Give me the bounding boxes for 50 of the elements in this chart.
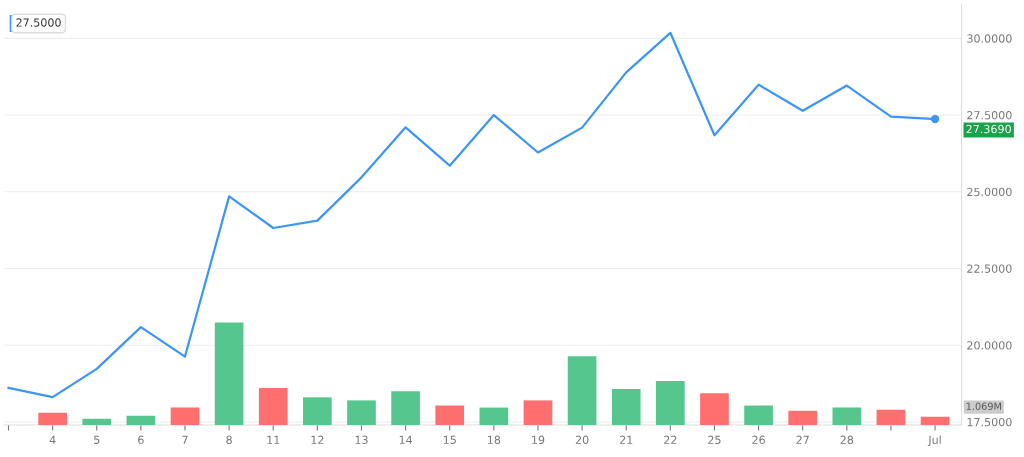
bar [832,407,862,426]
x-tick-label: 12 [311,435,324,444]
x-tick-label: 6 [138,435,144,445]
y-tick-label: 25.0000 [967,187,1012,197]
bar [611,389,641,426]
y-tick-label: 22.5000 [967,264,1012,273]
bar [126,415,156,426]
bar [258,388,288,426]
text: 1.069M [966,402,1001,410]
x-tick-label: 14 [399,435,413,444]
annotation: 27.3690 [966,124,1011,134]
x-tick-label: Jul [927,435,941,447]
x-tick-label: 27 [796,435,809,444]
x-tick-label: 25 [708,435,721,445]
bar [523,400,553,426]
y-tick-label: 30.0000 [967,34,1012,43]
x-tick-label: 4 [49,435,56,444]
bar [744,405,773,426]
bar [347,400,376,426]
bar [435,405,465,426]
x-tick-label: 19 [532,435,545,445]
x-tick-label: 22 [664,435,677,444]
bar [788,410,818,426]
x-tick-label: 21 [619,435,633,444]
x-tick-label: 20 [575,435,589,445]
bar [38,412,67,426]
annotation: 27.5000 [16,18,61,27]
y-tick-label: 17.5000 [967,417,1012,427]
x-tick-label: 7 [182,435,188,444]
x-tick-label: 11 [267,435,280,444]
y-tick-label: 20.0000 [967,341,1012,350]
x-tick-label: 5 [94,435,100,445]
bar [391,391,420,426]
x-tick-label: 28 [840,435,854,445]
x-tick-label: 26 [752,435,765,445]
bar [700,393,729,426]
x-tick-label: 18 [488,435,501,445]
bar [303,397,332,426]
y-tick-label: 27.5000 [967,111,1012,120]
bar [920,416,950,426]
bar [876,409,906,426]
bar [655,380,685,426]
bar [567,356,597,426]
x-tick-label: 8 [226,435,232,445]
x-tick-label: 13 [355,435,368,445]
bar [214,322,244,426]
bar [479,407,509,426]
bar [82,418,112,426]
bar [170,407,200,426]
x-tick-label: 15 [443,435,456,445]
